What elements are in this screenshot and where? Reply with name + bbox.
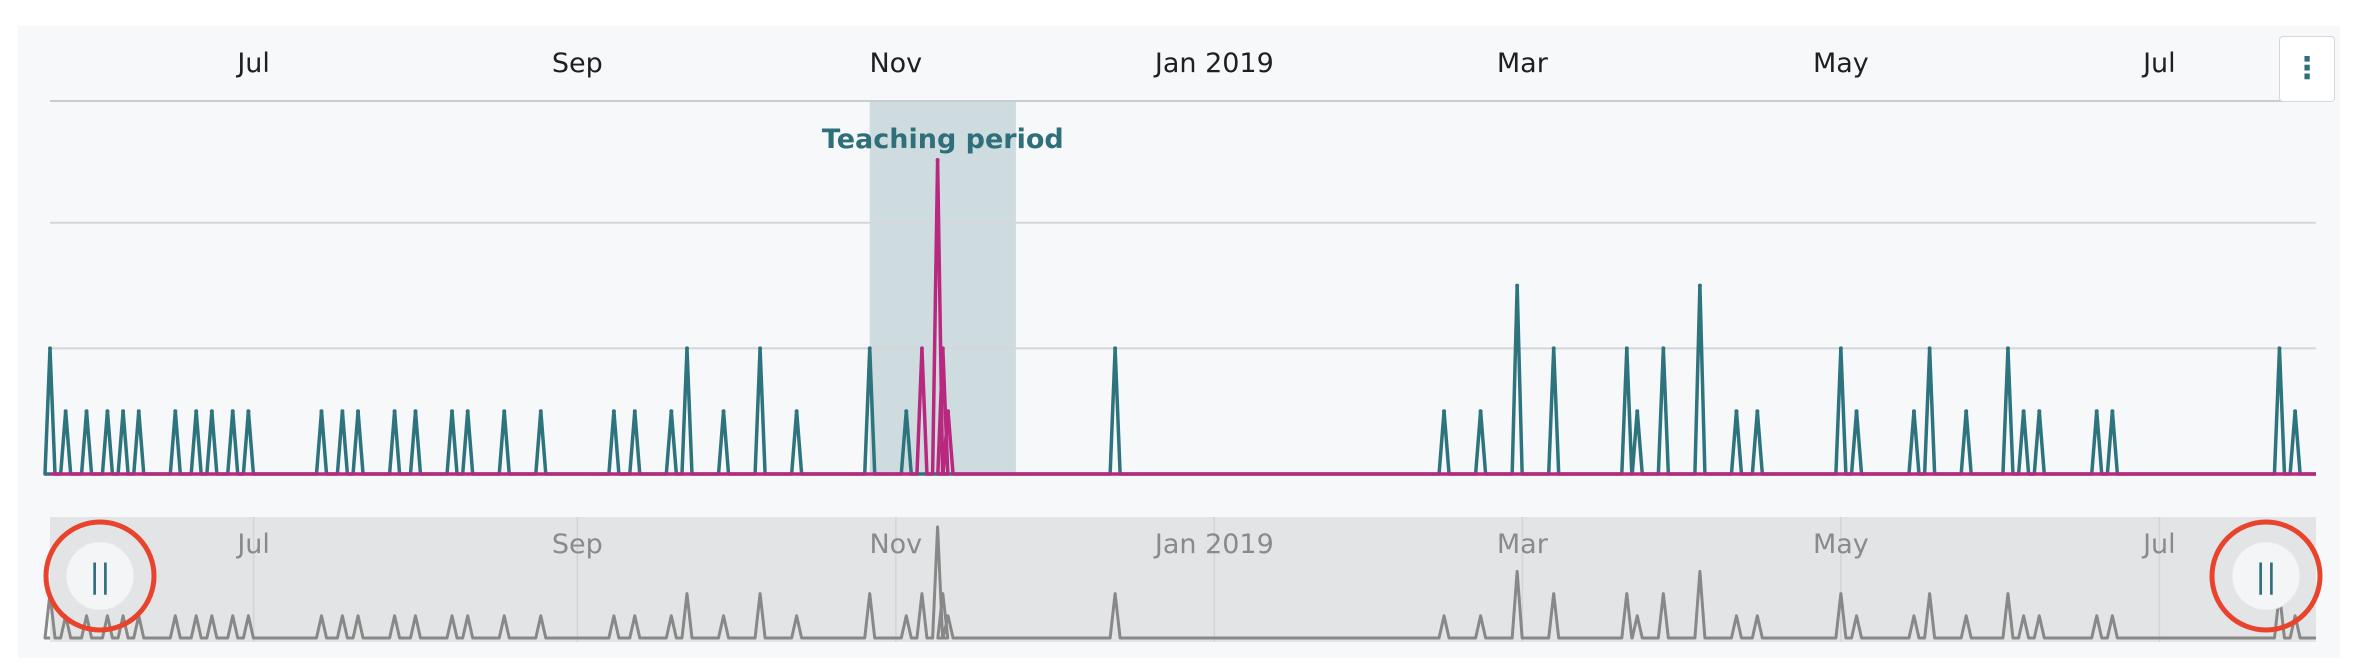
data-point [919, 346, 924, 351]
x-tick-label: May [1813, 48, 1869, 79]
data-point [1478, 409, 1483, 414]
data-point [340, 409, 345, 414]
data-point [1911, 409, 1916, 414]
data-point [246, 409, 251, 414]
data-point [230, 409, 235, 414]
navigator-selection-mask[interactable] [50, 517, 2316, 642]
data-point [1635, 409, 1640, 414]
data-point [1551, 346, 1556, 351]
navigator-tick-label: Jul [2141, 529, 2176, 560]
data-point [84, 409, 89, 414]
data-point [209, 409, 214, 414]
series-line-1 [50, 158, 2316, 476]
data-point [1838, 346, 1843, 351]
data-point [319, 409, 324, 414]
drag-grip-icon: || [89, 557, 111, 595]
data-point [946, 409, 951, 414]
data-point [940, 346, 945, 351]
data-point [1964, 409, 1969, 414]
data-point [1755, 409, 1760, 414]
data-point [194, 409, 199, 414]
data-point [794, 409, 799, 414]
data-point [1442, 409, 1447, 414]
data-point [758, 346, 763, 351]
navigator-handle-left-highlight-ring [43, 519, 157, 633]
data-point [136, 409, 141, 414]
data-point [2293, 409, 2298, 414]
data-point [935, 158, 940, 162]
data-point [1624, 346, 1629, 351]
navigator-handle-left[interactable] [65, 541, 135, 611]
series-line-0 [43, 283, 2316, 476]
data-point [669, 409, 674, 414]
plot-band-label: Teaching period [822, 124, 1064, 155]
data-point [465, 409, 470, 414]
data-point [356, 409, 361, 414]
drag-grip-icon: || [2255, 557, 2277, 595]
data-point [63, 409, 68, 414]
data-point [2037, 409, 2042, 414]
data-point [1113, 346, 1118, 351]
navigator-tick-label: May [1813, 529, 1869, 560]
x-tick-label: Jul [2141, 48, 2176, 79]
data-point [611, 409, 616, 414]
data-point [502, 409, 507, 414]
navigator-handle-right[interactable] [2231, 541, 2301, 611]
data-point [2021, 409, 2026, 414]
data-point [105, 409, 110, 414]
data-point [2094, 409, 2099, 414]
data-point [392, 409, 397, 414]
data-point [1515, 283, 1520, 288]
vertical-ellipsis-icon: ⋮ [2292, 51, 2322, 86]
data-point [173, 409, 178, 414]
x-tick-label: Nov [869, 48, 922, 79]
data-point [2110, 409, 2115, 414]
data-point [1697, 283, 1702, 288]
navigator-tick-label: Jul [235, 529, 270, 560]
data-point [2005, 346, 2010, 351]
data-point [2277, 346, 2282, 351]
data-point [721, 409, 726, 414]
chart-context-menu-button[interactable]: ⋮ [2279, 36, 2335, 102]
navigator-series-line [43, 525, 2316, 640]
x-tick-label: Sep [552, 48, 603, 79]
data-point [1661, 346, 1666, 351]
data-point [867, 346, 872, 351]
data-point [48, 346, 52, 351]
data-point [632, 409, 637, 414]
data-point [1854, 409, 1859, 414]
x-tick-label: Jul [235, 48, 270, 79]
navigator-tick-label: Jan 2019 [1153, 529, 1274, 560]
data-point [538, 409, 543, 414]
x-tick-label: Mar [1497, 48, 1549, 79]
data-point [450, 409, 455, 414]
data-point [413, 409, 418, 414]
data-point [904, 409, 909, 414]
data-point [1734, 409, 1739, 414]
x-tick-label: Jan 2019 [1153, 48, 1274, 79]
data-point [1927, 346, 1932, 351]
navigator-handle-right-highlight-ring [2209, 519, 2323, 633]
data-point [121, 409, 126, 414]
navigator-tick-label: Mar [1497, 529, 1549, 560]
data-point [684, 346, 689, 351]
navigator-tick-label: Nov [869, 529, 922, 560]
navigator-tick-label: Sep [552, 529, 603, 560]
